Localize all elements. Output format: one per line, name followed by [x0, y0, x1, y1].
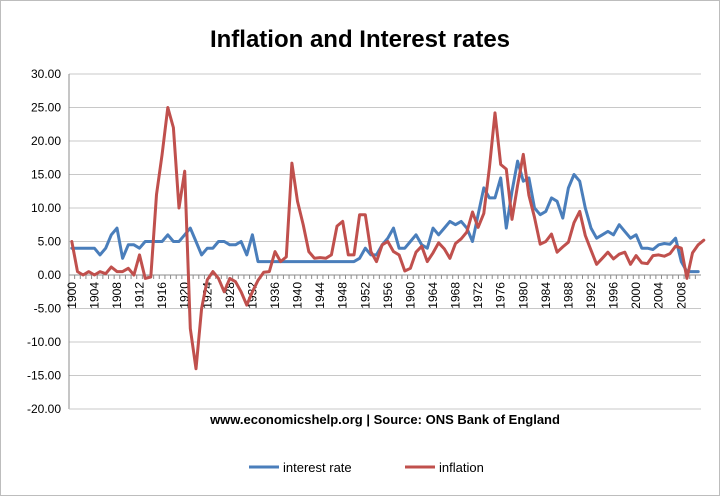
x-tick-label: 1988 [561, 282, 575, 309]
x-tick-label: 1916 [155, 282, 169, 309]
y-tick-label: -5.00 [34, 302, 62, 316]
legend-label: interest rate [283, 460, 352, 475]
x-tick-label: 1984 [539, 282, 553, 309]
y-tick-label: -15.00 [27, 369, 61, 383]
y-tick-label: -10.00 [27, 335, 61, 349]
x-tick-label: 1952 [358, 282, 372, 309]
x-tick-label: 1956 [381, 282, 395, 309]
y-tick-label: 30.00 [31, 67, 61, 81]
x-tick-label: 1972 [471, 282, 485, 309]
x-tick-label: 1964 [426, 282, 440, 309]
x-tick-label: 1996 [607, 282, 621, 309]
legend: interest rate inflation [249, 460, 484, 475]
legend-label: inflation [439, 460, 484, 475]
x-tick-label: 1904 [87, 282, 101, 309]
x-tick-label: 1948 [336, 282, 350, 309]
y-tick-label: 20.00 [31, 134, 61, 148]
y-tick-label: -20.00 [27, 402, 61, 416]
x-tick-label: 1940 [291, 282, 305, 309]
y-tick-label: 0.00 [38, 268, 62, 282]
y-tick-label: 10.00 [31, 201, 61, 215]
x-tick-label: 1960 [403, 282, 417, 309]
x-tick-label: 1976 [494, 282, 508, 309]
x-tick-label: 2008 [674, 282, 688, 309]
x-tick-label: 1944 [313, 282, 327, 309]
chart-title: Inflation and Interest rates [210, 26, 510, 53]
x-tick-label: 2004 [652, 282, 666, 309]
series-line-inflation [70, 106, 706, 371]
x-tick-label: 1912 [133, 282, 147, 309]
x-tick-label: 1928 [223, 282, 237, 309]
x-tick-label: 1900 [65, 282, 79, 309]
x-tick-label: 1968 [449, 282, 463, 309]
y-tick-label: 15.00 [31, 168, 61, 182]
source-note: www.economicshelp.org | Source: ONS Bank… [209, 412, 560, 427]
x-tick-label: 1936 [268, 282, 282, 309]
y-tick-label: 5.00 [38, 235, 62, 249]
x-tick-label: 1980 [516, 282, 530, 309]
y-tick-label: 25.00 [31, 101, 61, 115]
series-lines [70, 106, 706, 371]
x-axis: 1900 1904 1908 1912 1916 1920 1924 1928 1932 1936… [65, 274, 701, 309]
x-tick-label: 1908 [110, 282, 124, 309]
x-tick-label: 1992 [584, 282, 598, 309]
y-axis-ticks: 30.00 25.00 20.00 15.00 10.00 5.00 0.00 -5.00 -1… [27, 67, 61, 416]
x-tick-label: 2000 [629, 282, 643, 309]
